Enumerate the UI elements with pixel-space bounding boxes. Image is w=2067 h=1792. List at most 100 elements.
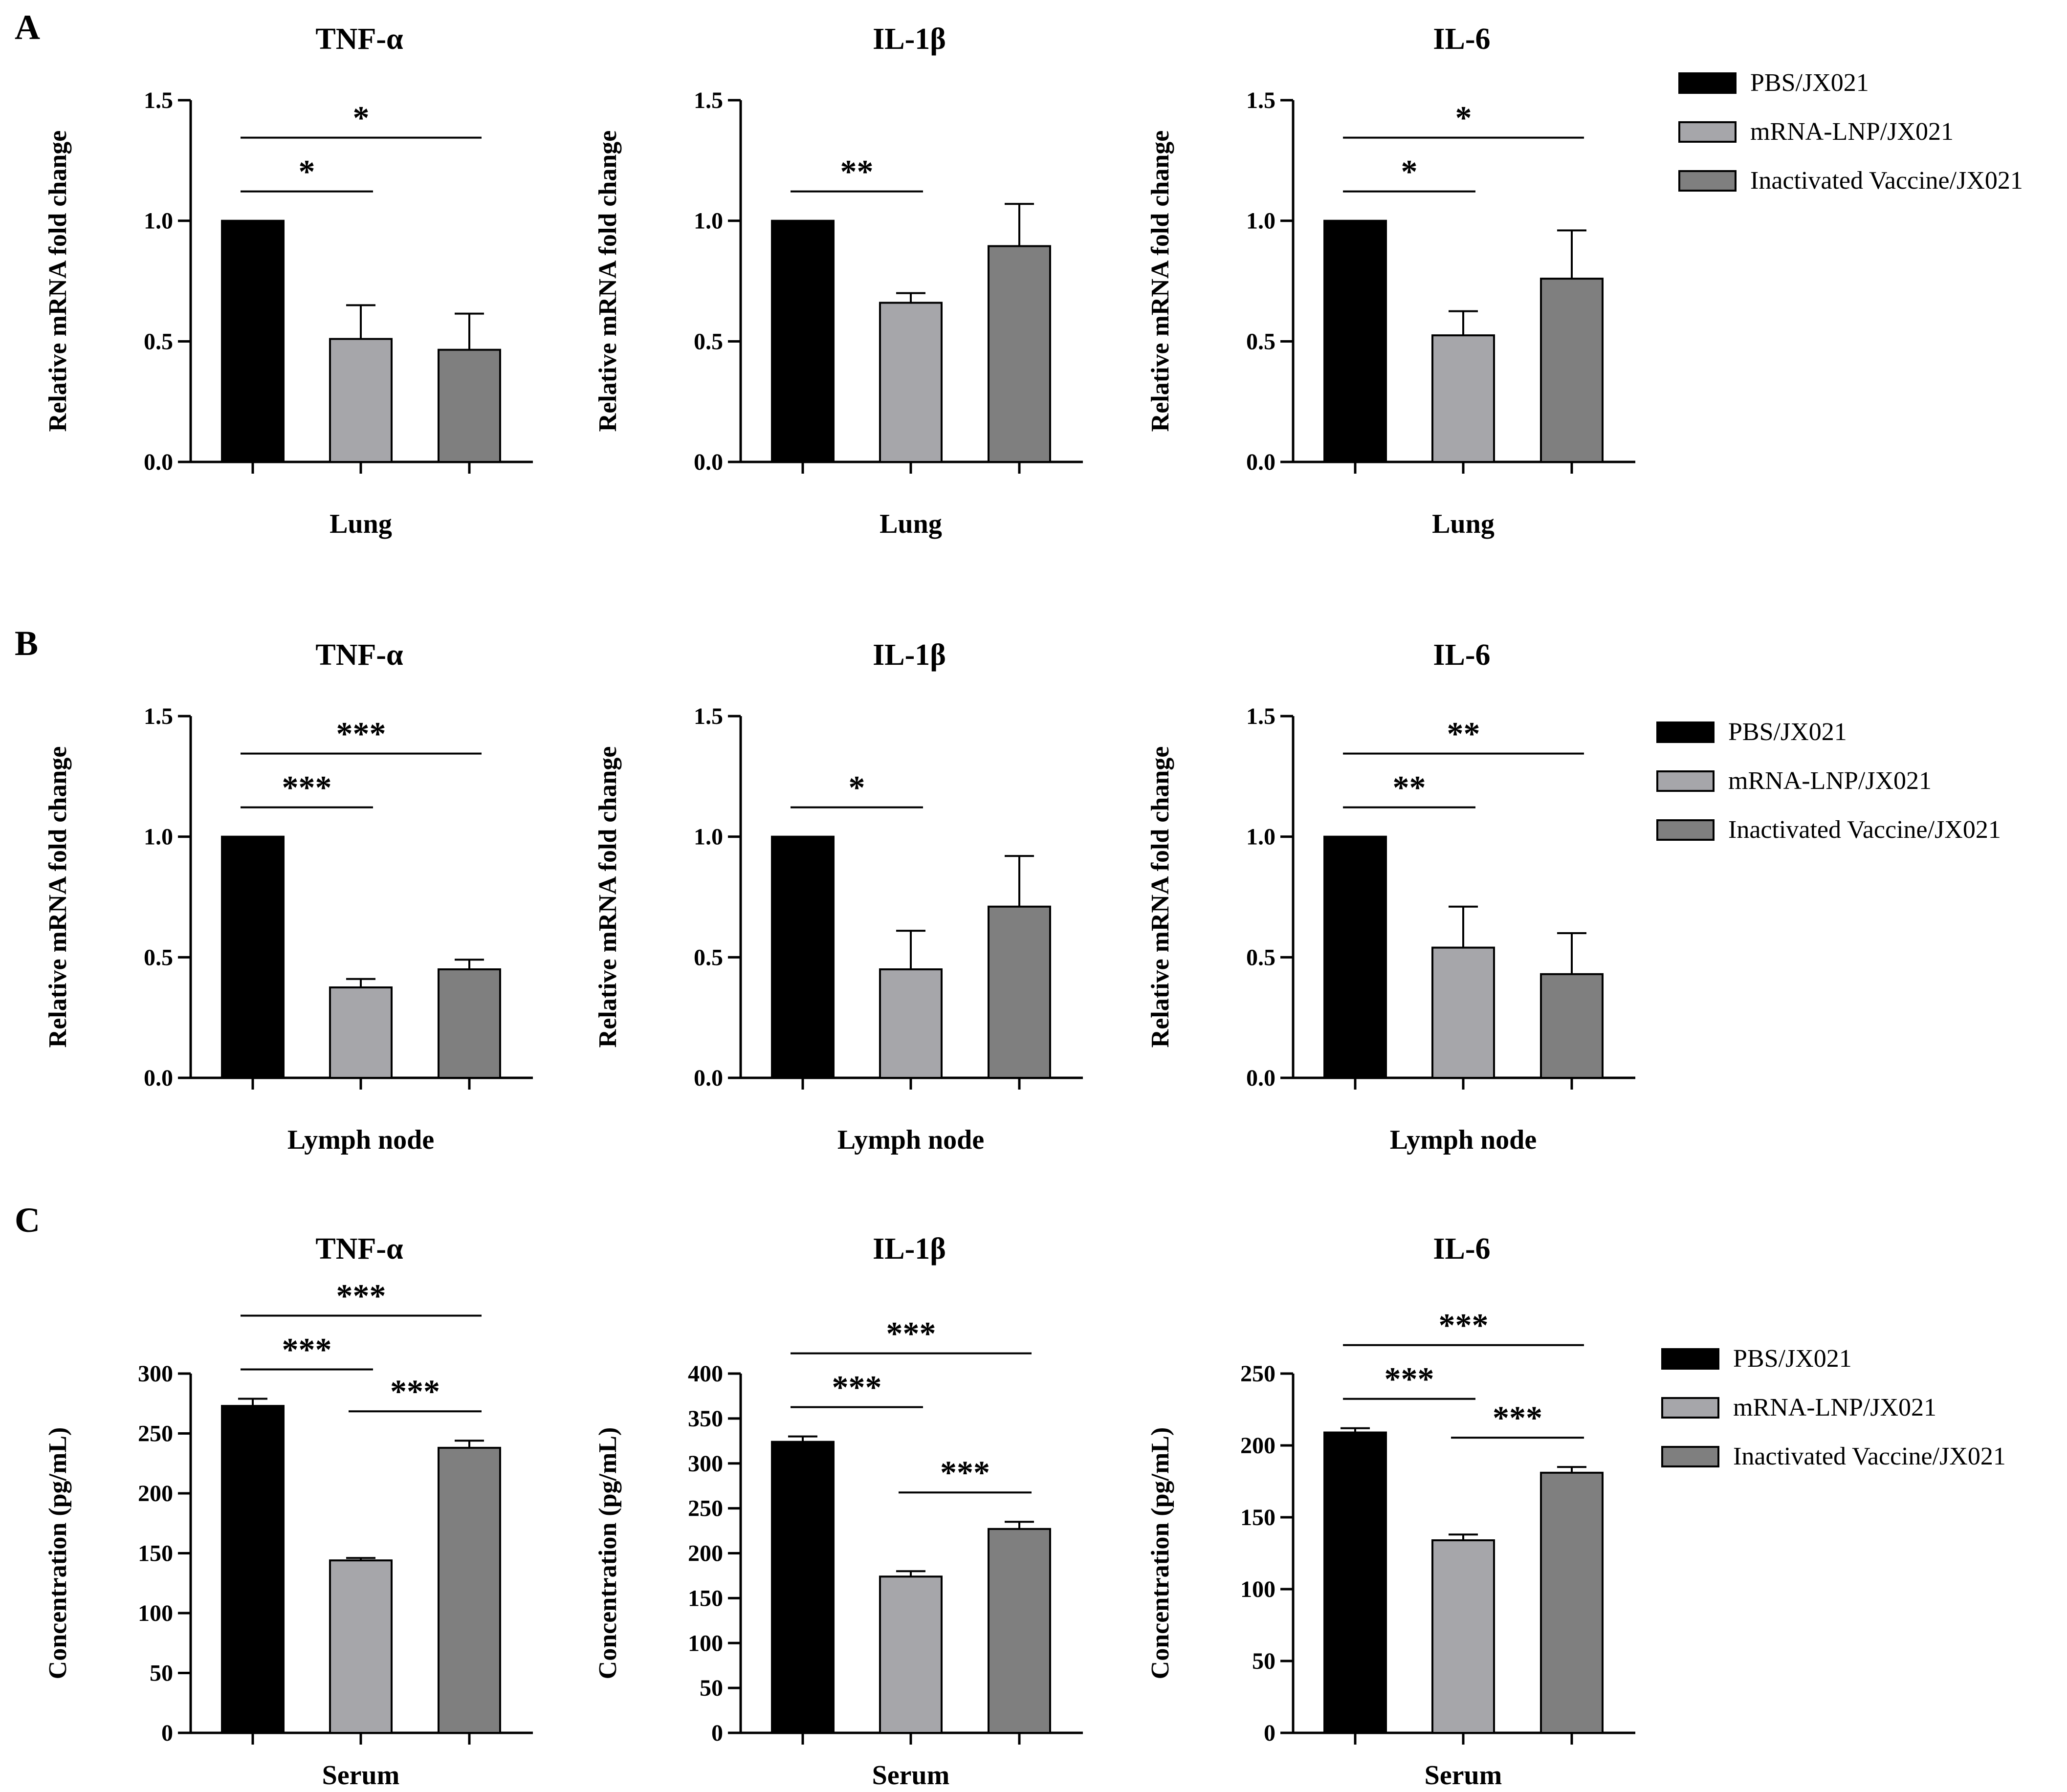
x-axis-label: Lymph node <box>837 1125 984 1155</box>
legend-label-1: PBS/JX021 <box>1733 1345 1852 1373</box>
significance-label: *** <box>390 1373 440 1410</box>
bar-2 <box>1431 946 1495 1079</box>
significance-label: * <box>353 99 370 136</box>
x-axis-label: Lymph node <box>1390 1125 1537 1155</box>
legend-label-2: mRNA-LNP/JX021 <box>1733 1394 1936 1421</box>
y-tick-label: 1.5 <box>144 703 173 729</box>
y-tick-label: 50 <box>700 1675 723 1701</box>
significance-label: *** <box>282 1331 332 1368</box>
y-axis-label: Relative mRNA fold change <box>1146 746 1174 1048</box>
bar-2 <box>329 338 393 463</box>
y-tick-label: 0.0 <box>144 449 173 475</box>
chart-title: TNF-α <box>315 22 403 56</box>
bar-1 <box>221 1405 285 1734</box>
bar-1 <box>221 219 285 463</box>
y-tick-label: 1.0 <box>1246 208 1275 234</box>
significance-label: ** <box>1447 715 1480 752</box>
charts-layer: TNF-α 0.0 0.5 1.0 1.5 Relative mRNA fold chan… <box>44 22 1635 1791</box>
legend-label-3: Inactivated Vaccine/JX021 <box>1733 1442 2006 1470</box>
x-axis-label: Lung <box>330 509 392 539</box>
significance-label: *** <box>1439 1307 1489 1344</box>
y-tick-label: 150 <box>688 1585 723 1611</box>
bar-2 <box>329 986 393 1079</box>
y-tick-label: 200 <box>1240 1433 1275 1459</box>
significance-label: * <box>1401 153 1418 190</box>
bar-1 <box>771 835 835 1079</box>
significance-label: * <box>299 153 315 190</box>
significance-label: *** <box>832 1369 882 1406</box>
x-axis-label: Serum <box>1425 1760 1502 1791</box>
chart-b-3: IL-6 0.0 0.5 1.0 1.5 Relative mRNA fold chang… <box>1146 638 1635 1155</box>
y-tick-label: 0.0 <box>144 1065 173 1091</box>
y-tick-label: 0 <box>711 1720 723 1746</box>
y-tick-label: 1.0 <box>1246 824 1275 850</box>
significance-label: *** <box>282 769 332 806</box>
bar-3 <box>438 1446 501 1734</box>
bar-2 <box>879 968 943 1079</box>
legend-label-3: Inactivated Vaccine/JX021 <box>1728 816 2001 844</box>
bar-3 <box>438 968 501 1079</box>
legend-label-1: PBS/JX021 <box>1750 69 1869 97</box>
y-tick-label: 0.5 <box>144 328 173 354</box>
significance-label: * <box>849 769 865 806</box>
significance-label: *** <box>1385 1360 1434 1398</box>
chart-a-1: TNF-α 0.0 0.5 1.0 1.5 Relative mRNA fold chan… <box>44 22 533 539</box>
y-tick-label: 100 <box>1240 1576 1275 1602</box>
y-tick-label: 0.5 <box>694 944 723 970</box>
significance-label: ** <box>1393 769 1426 806</box>
legend-b: PBS/JX021 mRNA-LNP/JX021 Inactivated Vacci… <box>1656 718 2001 844</box>
bar-2 <box>329 1559 393 1734</box>
chart-title: TNF-α <box>315 1232 403 1266</box>
bar-3 <box>988 1528 1051 1734</box>
y-axis-label: Relative mRNA fold change <box>44 746 72 1048</box>
bar-3 <box>1540 973 1604 1079</box>
y-axis-label: Relative mRNA fold change <box>44 131 72 432</box>
y-tick-label: 300 <box>688 1451 723 1477</box>
chart-title: IL-6 <box>1433 22 1490 56</box>
legend-swatch-1 <box>1656 721 1715 743</box>
bar-3 <box>438 349 501 463</box>
y-tick-label: 100 <box>688 1630 723 1656</box>
y-tick-label: 400 <box>688 1361 723 1387</box>
chart-a-2: IL-1β 0.0 0.5 1.0 1.5 Relative mRNA fold chan… <box>594 22 1083 539</box>
legend-label-3: Inactivated Vaccine/JX021 <box>1750 167 2023 195</box>
y-tick-label: 50 <box>1252 1648 1275 1674</box>
y-tick-label: 150 <box>138 1541 173 1567</box>
y-tick-label: 1.5 <box>1246 87 1275 113</box>
y-tick-label: 0.0 <box>694 1065 723 1091</box>
y-tick-label: 1.5 <box>144 87 173 113</box>
legend-a: PBS/JX021 mRNA-LNP/JX021 Inactivated Vacci… <box>1678 69 2023 195</box>
y-tick-label: 1.5 <box>694 87 723 113</box>
y-tick-label: 250 <box>688 1496 723 1522</box>
legend-swatch-2 <box>1678 121 1737 143</box>
panel-label-c: C <box>15 1201 40 1240</box>
panel-label-a: A <box>15 8 40 47</box>
x-axis-label: Lung <box>880 509 942 539</box>
y-tick-label: 0.5 <box>1246 328 1275 354</box>
y-tick-label: 1.5 <box>1246 703 1275 729</box>
y-tick-label: 250 <box>138 1421 173 1447</box>
legend-swatch-2 <box>1661 1397 1719 1419</box>
y-tick-label: 1.0 <box>694 824 723 850</box>
bar-2 <box>879 1575 943 1734</box>
chart-title: TNF-α <box>315 638 403 672</box>
significance-label: *** <box>886 1315 936 1352</box>
bar-1 <box>1323 1431 1387 1734</box>
y-tick-label: 250 <box>1240 1361 1275 1387</box>
legend-swatch-1 <box>1661 1348 1719 1370</box>
bar-3 <box>988 905 1051 1079</box>
y-tick-label: 350 <box>688 1406 723 1432</box>
y-tick-label: 1.0 <box>144 208 173 234</box>
y-axis-label: Concentration (pg/mL) <box>594 1427 622 1680</box>
legend-label-2: mRNA-LNP/JX021 <box>1728 767 1932 795</box>
y-axis-label: Concentration (pg/mL) <box>1146 1427 1174 1680</box>
y-axis-label: Relative mRNA fold change <box>594 746 622 1048</box>
x-axis-label: Lymph node <box>287 1125 434 1155</box>
chart-a-3: IL-6 0.0 0.5 1.0 1.5 Relative mRNA fold chang… <box>1146 22 1635 539</box>
y-tick-label: 50 <box>150 1661 173 1686</box>
y-tick-label: 1.0 <box>694 208 723 234</box>
y-tick-label: 0.0 <box>694 449 723 475</box>
bar-2 <box>1431 334 1495 463</box>
legend-swatch-3 <box>1656 819 1715 841</box>
